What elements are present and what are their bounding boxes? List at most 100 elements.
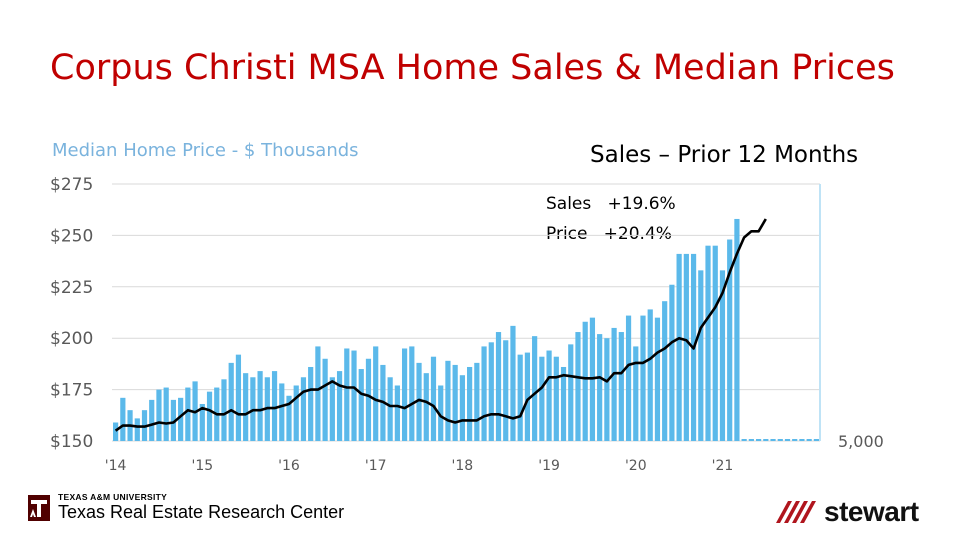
bar [286,395,292,441]
bar [474,362,480,441]
sales-change-annotation: Sales +19.6% [546,194,676,214]
bar-series [113,218,819,441]
bar [430,356,437,441]
bar [336,371,343,441]
bar [683,253,689,441]
bar [481,346,487,441]
bar [618,332,624,441]
bar [611,327,617,441]
x-tick-label: '16 [278,458,300,474]
bar [597,334,603,441]
bar [235,354,242,441]
bar [315,346,321,441]
x-tick-label: '20 [625,458,647,474]
tamu-branding: TEXAS A&M UNIVERSITY Texas Real Estate R… [28,492,344,523]
bar [705,245,711,441]
y-tick-label: $150 [50,432,93,452]
bar [206,391,213,441]
bar [243,373,249,441]
tamu-logo-icon [28,494,50,521]
chart-title: Corpus Christi MSA Home Sales & Median P… [50,48,895,88]
bar [329,377,335,441]
bar [517,354,523,441]
bar [532,336,538,441]
x-tick-label: '15 [191,458,213,474]
right-tick-labels: 5,000 [838,432,884,451]
bar [149,399,155,441]
bar [770,439,776,441]
bar [741,439,747,441]
bar [394,385,400,441]
bar [503,340,509,441]
bar [322,358,328,441]
bar [358,369,364,441]
bar [510,325,516,441]
y-tick-label: $250 [50,226,93,246]
x-tick-label: '17 [365,458,387,474]
x-tick-label: '19 [538,458,560,474]
bar [546,350,552,441]
stewart-logo: stewart [774,496,919,528]
bar [170,399,177,441]
bar [416,362,422,441]
bar [575,332,581,441]
bar [373,346,379,441]
bar [163,387,169,441]
bar [568,344,574,441]
bar [792,439,798,441]
y-tick-label: $200 [50,329,93,349]
bar [120,397,126,441]
bar [113,422,119,441]
y-tick-labels: $150 $175 $200 $225 $250 $275 [50,175,93,452]
chart-svg: $150 $175 $200 $225 $250 $275 '14 '15 '16 '17 '18… [50,175,884,474]
bar [365,358,372,441]
bar [806,439,812,441]
price-change-annotation: Price +20.4% [546,224,672,244]
bar [553,356,559,441]
bar [640,315,646,441]
bar [777,439,783,441]
bar [409,346,415,441]
bar [633,346,639,441]
bar [156,389,162,441]
bar [763,439,769,441]
bar [799,439,805,441]
bar [300,377,307,441]
median-price-line [114,218,767,432]
line-series [114,218,767,432]
bar [423,373,429,441]
bar [560,366,567,441]
bar [221,379,227,441]
bar [654,317,661,441]
bar [625,315,632,441]
bar [452,364,458,441]
bar [669,284,675,441]
bar [647,309,653,441]
y-axis-label: Median Home Price - $ Thousands [52,140,359,161]
x-tick-label: '21 [712,458,734,474]
research-center-name: Texas Real Estate Research Center [58,502,345,522]
bar [748,439,754,441]
bar [351,350,357,441]
bar [293,385,299,441]
bar [495,332,502,441]
bar [438,385,444,441]
bar [279,383,285,441]
stewart-slash-icon [776,501,816,523]
bar [755,439,762,441]
bar [488,342,494,441]
bar [727,239,733,441]
bar [308,366,314,441]
bar [524,352,531,441]
x-tick-labels: '14 '15 '16 '17 '18 '19 '20 '21 [105,458,734,474]
bar [459,375,465,441]
y-tick-label: $275 [50,175,93,195]
stewart-wordmark: stewart [824,496,919,527]
bar [271,371,278,441]
bar [712,245,718,441]
x-tick-label: '14 [105,458,127,474]
bar [178,397,184,441]
bar [698,270,704,441]
bar [662,301,668,441]
bar [228,362,234,441]
